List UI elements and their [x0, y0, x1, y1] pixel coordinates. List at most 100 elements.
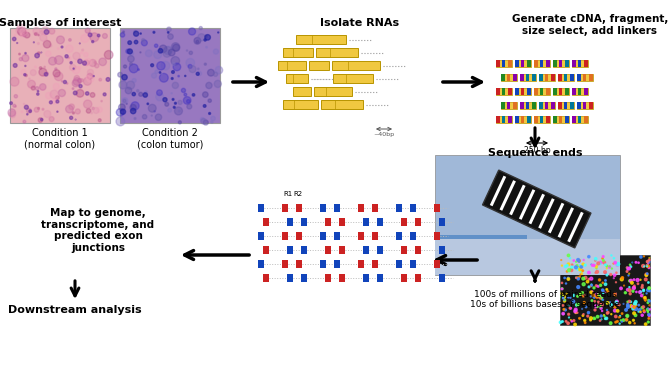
- Circle shape: [596, 270, 598, 273]
- Circle shape: [591, 300, 593, 301]
- Bar: [548, 203, 564, 233]
- Circle shape: [186, 58, 194, 67]
- Circle shape: [187, 100, 190, 103]
- Circle shape: [198, 68, 199, 70]
- Circle shape: [575, 312, 577, 314]
- Circle shape: [594, 258, 597, 260]
- Bar: [546, 88, 550, 95]
- Circle shape: [649, 305, 650, 306]
- Circle shape: [172, 77, 173, 80]
- Circle shape: [29, 78, 30, 79]
- Bar: [358, 232, 364, 240]
- Circle shape: [643, 310, 645, 312]
- Circle shape: [621, 313, 623, 314]
- Circle shape: [576, 261, 577, 262]
- Bar: [515, 60, 519, 67]
- Bar: [526, 74, 529, 81]
- Circle shape: [593, 317, 595, 319]
- Circle shape: [36, 87, 39, 90]
- Bar: [439, 274, 445, 282]
- Bar: [515, 60, 531, 67]
- Bar: [410, 204, 416, 212]
- Circle shape: [622, 319, 624, 321]
- Circle shape: [645, 274, 647, 277]
- Circle shape: [616, 310, 619, 312]
- Circle shape: [591, 285, 592, 286]
- Circle shape: [649, 259, 650, 261]
- Circle shape: [634, 304, 636, 307]
- Bar: [558, 74, 562, 81]
- Bar: [496, 60, 500, 67]
- Circle shape: [117, 108, 124, 116]
- Bar: [296, 35, 346, 44]
- Circle shape: [79, 85, 82, 88]
- Circle shape: [567, 278, 570, 280]
- Circle shape: [140, 52, 141, 53]
- Bar: [263, 218, 269, 226]
- Circle shape: [586, 306, 587, 308]
- Bar: [570, 74, 574, 81]
- Circle shape: [70, 64, 76, 70]
- Circle shape: [20, 33, 25, 37]
- Circle shape: [587, 315, 589, 317]
- Circle shape: [49, 116, 54, 122]
- Circle shape: [94, 64, 99, 68]
- Circle shape: [72, 88, 74, 89]
- Circle shape: [604, 283, 607, 285]
- Bar: [545, 102, 548, 109]
- Circle shape: [185, 75, 186, 77]
- Circle shape: [645, 323, 647, 325]
- Bar: [545, 74, 548, 81]
- Circle shape: [632, 286, 635, 289]
- Circle shape: [55, 68, 57, 70]
- Circle shape: [137, 90, 139, 92]
- Circle shape: [606, 274, 608, 276]
- Circle shape: [649, 300, 651, 302]
- Circle shape: [634, 323, 635, 324]
- Circle shape: [65, 55, 68, 58]
- Bar: [577, 74, 581, 81]
- Bar: [553, 116, 557, 123]
- Circle shape: [76, 89, 84, 97]
- Circle shape: [645, 278, 647, 281]
- Circle shape: [42, 108, 44, 110]
- Bar: [496, 116, 512, 123]
- Circle shape: [616, 272, 617, 273]
- Circle shape: [172, 71, 174, 73]
- Bar: [589, 74, 593, 81]
- Circle shape: [86, 108, 91, 113]
- Circle shape: [567, 254, 570, 257]
- Circle shape: [13, 64, 17, 67]
- Circle shape: [159, 45, 167, 53]
- Circle shape: [155, 70, 158, 73]
- Circle shape: [40, 85, 45, 90]
- Circle shape: [647, 262, 649, 264]
- Bar: [527, 88, 531, 95]
- Circle shape: [577, 258, 580, 261]
- Bar: [434, 260, 440, 268]
- Circle shape: [89, 59, 96, 66]
- Bar: [572, 116, 576, 123]
- Circle shape: [130, 104, 136, 111]
- Bar: [509, 185, 525, 215]
- Bar: [538, 198, 555, 229]
- Circle shape: [73, 78, 81, 85]
- Circle shape: [131, 102, 139, 110]
- Circle shape: [42, 27, 50, 35]
- Bar: [564, 74, 567, 81]
- Bar: [309, 61, 329, 70]
- Circle shape: [559, 321, 561, 323]
- Circle shape: [56, 100, 59, 103]
- Circle shape: [611, 255, 612, 256]
- Circle shape: [62, 81, 63, 82]
- Circle shape: [561, 265, 562, 266]
- Circle shape: [64, 80, 66, 84]
- Circle shape: [68, 39, 71, 41]
- Circle shape: [13, 37, 16, 41]
- Circle shape: [579, 268, 582, 271]
- Circle shape: [564, 299, 565, 301]
- Circle shape: [630, 266, 632, 268]
- Circle shape: [602, 282, 604, 283]
- Circle shape: [134, 40, 138, 44]
- Circle shape: [214, 72, 218, 76]
